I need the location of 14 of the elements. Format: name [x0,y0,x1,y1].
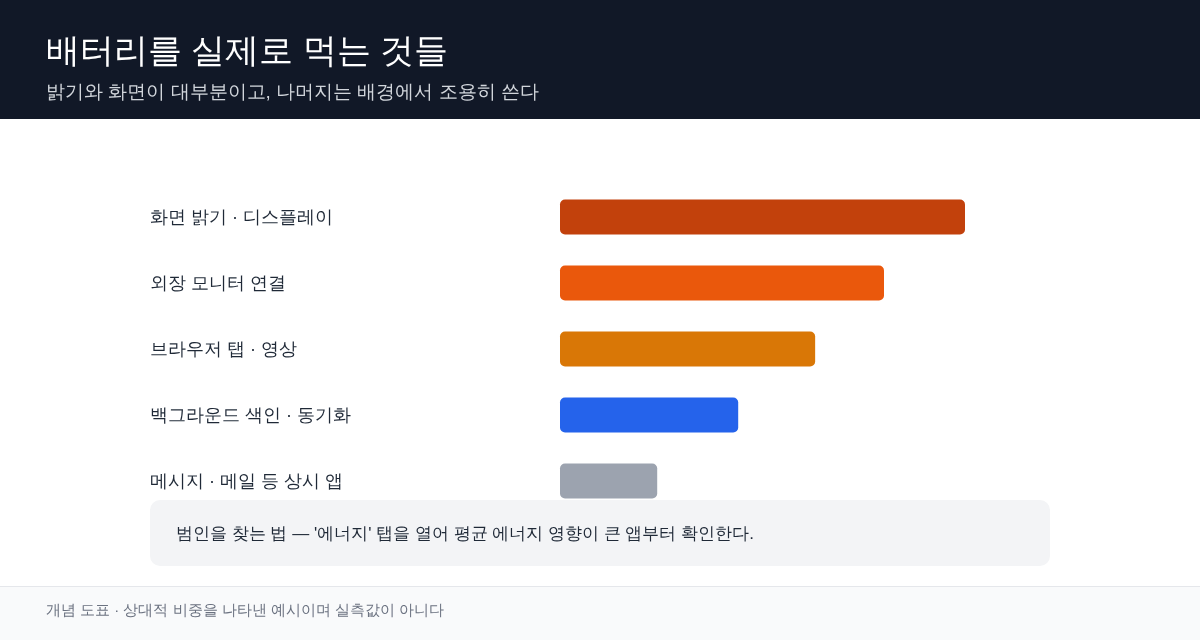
text: 개념 도표 · 상대적 비중을 나타낸 예시이며 실측값이 아니다 [46,601,445,618]
y-tick-label: 화면 밝기 · 디스플레이 [150,207,333,227]
bar [560,331,816,367]
text: 배터리를 실제로 먹는 것들 [46,31,449,69]
y-tick-label: 메시지 · 메일 등 상시 앱 [150,471,343,491]
y-tick-label: 백그라운드 색인 · 동기화 [150,405,351,425]
bar [560,463,658,499]
y-tick-label: 브라우저 탭 · 영상 [150,339,297,359]
text: 범인을 찾는 법 — '에너지' 탭을 열어 평균 에너지 영향이 큰 앱부터 확인한다. [176,524,754,543]
text: 밝기와 화면이 대부분이고, 나머지는 배경에서 조용히 쓴다 [46,81,539,102]
bar [560,199,965,235]
bar [560,265,884,301]
bar [560,397,739,433]
y-tick-label: 외장 모니터 연결 [150,273,287,293]
